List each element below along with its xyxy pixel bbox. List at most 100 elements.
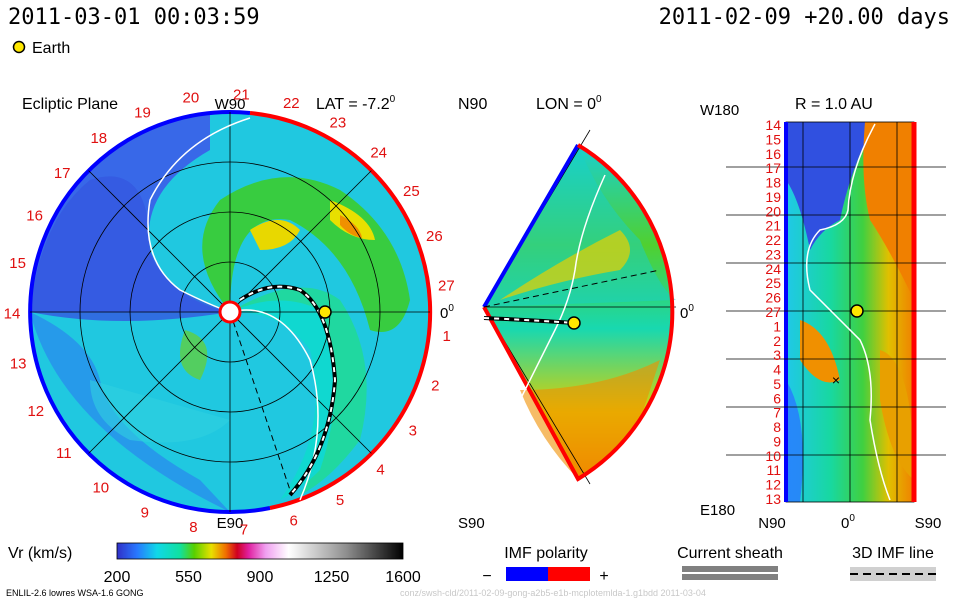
day-label-22: 22	[283, 95, 300, 112]
radial-y-label-5: 5	[773, 376, 781, 392]
ecliptic-plane-panel: Ecliptic Plane LAT = -7.20	[4, 86, 455, 538]
earth-legend-label: Earth	[32, 40, 70, 57]
meridional-imf-positive	[482, 143, 675, 482]
meridional-plane-panel: N90 LON = 00 S90 00	[458, 94, 694, 532]
ecliptic-imf-polarity-negative	[28, 110, 271, 514]
legend: Vr (km/s) 200 550 900 1250 1600 IMF polarity…	[8, 542, 936, 586]
radial-earth-marker	[850, 304, 864, 318]
radial-y-label-13: 13	[765, 491, 781, 507]
run-label-text: 2011-02-09 +20.00 days	[659, 5, 950, 30]
radial-current-sheath	[805, 123, 891, 501]
radial-y-label-8: 8	[773, 419, 781, 435]
day-label-6: 6	[290, 513, 298, 530]
radial-y-label-11: 11	[766, 462, 781, 478]
radial-y-label-27: 27	[765, 304, 781, 320]
colorbar	[116, 542, 404, 560]
day-label-21: 21	[233, 86, 250, 103]
radial-y-label-15: 15	[765, 131, 781, 147]
imf-polarity-label: IMF polarity	[504, 545, 588, 562]
day-label-16: 16	[26, 207, 43, 224]
radial-y-label-17: 17	[765, 160, 781, 176]
day-label-20: 20	[183, 90, 200, 107]
radial-y-label-12: 12	[765, 477, 781, 493]
ecliptic-current-sheath	[147, 117, 319, 501]
day-label-25: 25	[403, 183, 420, 200]
day-label-15: 15	[9, 255, 26, 272]
datetime-text: 2011-03-01 00:03:59	[8, 5, 260, 30]
imf-plus-label: +	[599, 568, 608, 585]
colorbar-tick-1250: 1250	[314, 569, 350, 586]
ecliptic-dashed-line	[229, 311, 291, 491]
meridional-lon-label: LON = 00	[536, 94, 602, 113]
day-label-14: 14	[4, 305, 21, 322]
colorbar-ticks: 200 550 900 1250 1600	[104, 569, 421, 586]
day-label-12: 12	[27, 403, 44, 420]
meridional-right-label: 00	[680, 303, 694, 322]
radial-y-label-19: 19	[765, 189, 781, 205]
day-label-3: 3	[409, 423, 417, 440]
day-label-24: 24	[370, 145, 387, 162]
day-label-19: 19	[134, 104, 151, 121]
ecliptic-lat-label: LAT = -7.20	[316, 94, 396, 113]
day-label-11: 11	[56, 445, 72, 462]
ecliptic-imf-polarity-positive	[249, 111, 433, 510]
radial-bottom-label: E180	[700, 502, 735, 519]
radial-y-label-21: 21	[765, 218, 781, 234]
radial-y-label-6: 6	[773, 390, 781, 406]
current-sheath-label: Current sheath	[677, 545, 783, 562]
meridional-imf-negative	[482, 143, 580, 309]
radial-x-label-zero: 00	[841, 513, 855, 532]
meridional-top-label: N90	[458, 96, 487, 113]
radial-y-label-22: 22	[765, 232, 781, 248]
radial-grid	[726, 122, 946, 502]
day-label-10: 10	[92, 480, 109, 497]
colorbar-tick-900: 900	[247, 569, 274, 586]
radial-x-marker: ×	[832, 372, 840, 388]
radial-y-label-25: 25	[765, 275, 781, 291]
imf-minus-label: −	[482, 568, 491, 585]
colorbar-tick-200: 200	[104, 569, 131, 586]
colorbar-tick-550: 550	[175, 569, 202, 586]
radial-y-label-18: 18	[765, 175, 781, 191]
day-label-27: 27	[438, 277, 455, 294]
earth-legend-icon	[12, 40, 26, 54]
colorbar-label: Vr (km/s)	[8, 545, 72, 562]
day-label-18: 18	[90, 130, 107, 147]
day-label-13: 13	[10, 356, 27, 373]
day-label-9: 9	[141, 505, 149, 522]
radial-y-label-10: 10	[765, 448, 781, 464]
day-label-17: 17	[54, 165, 71, 182]
radial-y-label-3: 3	[773, 347, 781, 363]
day-label-7: 7	[240, 522, 248, 539]
watermark: conz/swsh-cld/2011-02-09-gong-a2b5-e1b-m…	[400, 588, 706, 598]
day-label-26: 26	[426, 228, 443, 245]
day-label-2: 2	[431, 377, 439, 394]
day-label-5: 5	[336, 492, 344, 509]
radial-y-label-1: 1	[773, 318, 781, 334]
day-label-8: 8	[189, 519, 197, 536]
model-info: ENLIL-2.6 lowres WSA-1.6 GONG	[6, 588, 144, 598]
imf-line-label: 3D IMF line	[852, 545, 934, 562]
ecliptic-earth-marker	[318, 305, 332, 319]
ecliptic-right-label: 00	[440, 303, 454, 322]
radial-title: R = 1.0 AU	[795, 96, 873, 113]
radial-y-label-9: 9	[773, 434, 781, 450]
imf-negative-swatch	[506, 567, 548, 581]
radial-y-label-24: 24	[765, 261, 781, 277]
radial-y-label-2: 2	[773, 333, 781, 349]
day-label-23: 23	[330, 115, 347, 132]
meridional-earth-marker	[567, 316, 581, 330]
radial-y-labels: 1415161718192021222324252627123456789101…	[765, 117, 781, 507]
imf-positive-swatch	[548, 567, 590, 581]
radial-y-label-4: 4	[773, 362, 781, 378]
colorbar-tick-1600: 1600	[385, 569, 421, 586]
day-label-1: 1	[443, 328, 451, 345]
radial-y-label-7: 7	[773, 405, 781, 421]
meridional-bottom-label: S90	[458, 515, 485, 532]
ecliptic-top-label: W90	[215, 96, 246, 113]
radial-y-label-20: 20	[765, 203, 781, 219]
sun-marker	[218, 300, 242, 324]
